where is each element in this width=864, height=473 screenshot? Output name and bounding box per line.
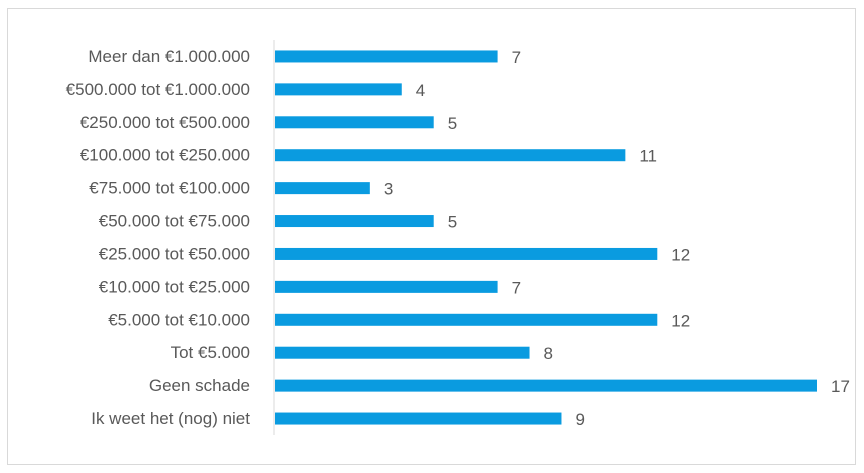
data-label: 12 bbox=[671, 245, 690, 264]
category-label: Tot €5.000 bbox=[171, 343, 250, 362]
category-label: Meer dan €1.000.000 bbox=[88, 47, 250, 66]
data-label: 7 bbox=[512, 48, 521, 67]
bar bbox=[275, 50, 498, 63]
category-label: Geen schade bbox=[149, 376, 250, 395]
data-label: 17 bbox=[831, 377, 850, 396]
bar bbox=[275, 379, 817, 392]
category-label: €25.000 tot €50.000 bbox=[99, 244, 250, 263]
category-label: €100.000 tot €250.000 bbox=[80, 146, 250, 165]
bar bbox=[275, 215, 434, 228]
bar bbox=[275, 83, 402, 96]
bar bbox=[275, 412, 562, 425]
data-label: 11 bbox=[639, 147, 657, 166]
bar bbox=[275, 280, 498, 293]
category-label: €50.000 tot €75.000 bbox=[99, 212, 250, 231]
data-label: 9 bbox=[575, 410, 584, 429]
category-label: €5.000 tot €10.000 bbox=[108, 310, 250, 329]
bar bbox=[275, 346, 530, 359]
data-label: 4 bbox=[416, 81, 425, 100]
data-label: 12 bbox=[671, 311, 690, 330]
category-label: €250.000 tot €500.000 bbox=[80, 113, 250, 132]
data-label: 5 bbox=[448, 114, 457, 133]
bar bbox=[275, 182, 370, 195]
category-label: €500.000 tot €1.000.000 bbox=[66, 80, 250, 99]
category-label: €75.000 tot €100.000 bbox=[89, 179, 250, 198]
bar bbox=[275, 313, 658, 326]
data-label: 7 bbox=[512, 278, 521, 297]
bar bbox=[275, 116, 434, 129]
category-label: €10.000 tot €25.000 bbox=[99, 277, 250, 296]
data-label: 5 bbox=[448, 213, 457, 232]
data-label: 3 bbox=[384, 180, 393, 199]
bar bbox=[275, 149, 626, 162]
category-label: Ik weet het (nog) niet bbox=[91, 409, 250, 428]
bar bbox=[275, 247, 658, 260]
data-label: 8 bbox=[544, 344, 553, 363]
